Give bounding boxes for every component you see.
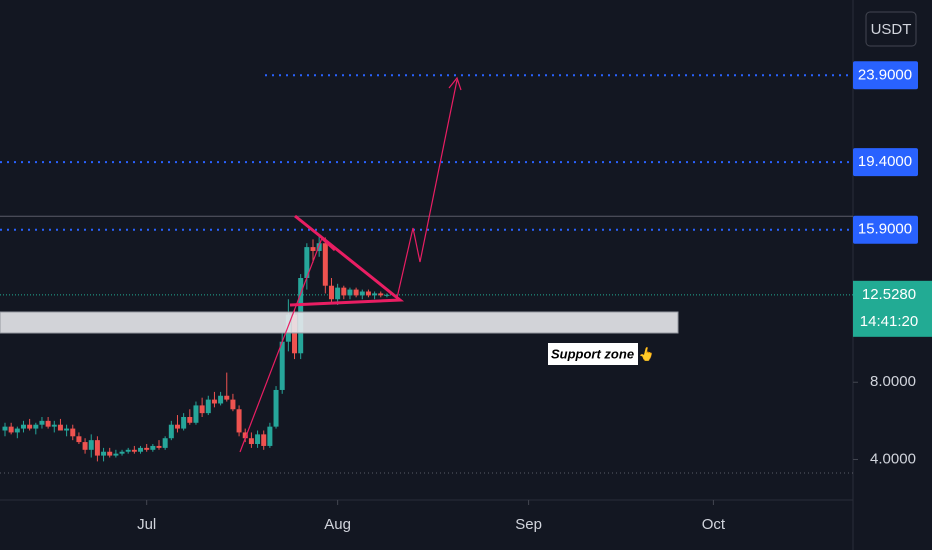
candle-body — [174, 424, 180, 429]
candle-body — [224, 395, 230, 400]
candle-body — [51, 424, 57, 427]
candle-body — [211, 399, 217, 404]
candle-body — [88, 440, 94, 450]
candle-body — [359, 291, 365, 296]
candle-body — [236, 409, 242, 433]
candle-body — [14, 428, 20, 433]
x-tick-label: Oct — [702, 516, 726, 533]
candle-body — [384, 294, 390, 296]
candle-body — [347, 289, 353, 296]
level-label: 19.4000 — [858, 153, 912, 170]
trend-line — [239, 237, 323, 453]
candle-body — [248, 438, 254, 445]
y-tick-label: 4.0000 — [870, 450, 916, 467]
candle-body — [378, 293, 384, 296]
last-price-box — [853, 280, 932, 337]
candle-body — [353, 289, 359, 296]
annotation-box — [548, 343, 638, 365]
level-label: 23.9000 — [858, 66, 912, 83]
level-label-box — [853, 148, 918, 177]
candle-body — [119, 451, 125, 454]
pennant — [320, 236, 337, 252]
currency: USDT — [871, 21, 912, 38]
candle-body — [267, 426, 273, 446]
candle-body — [131, 449, 137, 452]
candle-body — [242, 432, 248, 439]
candle-body — [162, 438, 168, 448]
candle-body — [310, 247, 316, 251]
x-tick-label: Jul — [137, 516, 156, 533]
candle-body — [138, 447, 144, 452]
candle-body — [156, 445, 162, 448]
candle-body — [45, 420, 51, 427]
candle-body — [27, 424, 33, 429]
candle-body — [39, 420, 45, 425]
x-tick-label: Sep — [515, 516, 542, 533]
arrow-head — [448, 76, 462, 91]
candle-body — [328, 285, 334, 300]
candle-body — [218, 395, 224, 404]
projection-arrow — [396, 79, 458, 299]
candle-body — [322, 243, 328, 286]
candle-body — [150, 445, 156, 450]
candle-body — [316, 243, 322, 251]
candle-body — [107, 451, 113, 456]
candle-body — [33, 424, 39, 429]
candle-body — [230, 399, 236, 410]
candle-body — [181, 416, 187, 429]
candle-body — [76, 436, 82, 443]
x-tick-label: Aug — [324, 516, 351, 533]
candle-body — [57, 424, 63, 431]
candle-body — [193, 405, 199, 423]
countdown: 14:41:20 — [860, 313, 918, 330]
candle-body — [113, 453, 119, 456]
candle-body — [2, 426, 8, 431]
candle-body — [94, 440, 100, 456]
candle-body — [199, 405, 205, 414]
candle-body — [279, 341, 285, 390]
candle-body — [82, 442, 88, 450]
candle-body — [125, 449, 131, 452]
currency-box — [865, 11, 917, 47]
candle-body — [168, 424, 174, 439]
level-label-box — [853, 61, 918, 90]
candle-body — [101, 451, 107, 456]
candle-body — [205, 399, 211, 414]
level-label: 15.9000 — [858, 221, 912, 238]
candle-body — [20, 424, 26, 429]
candle-body — [144, 447, 150, 450]
candle-body — [365, 291, 371, 296]
candle-body — [64, 428, 70, 431]
candle-body — [255, 434, 261, 445]
candle-body — [304, 247, 310, 278]
candle-body — [292, 314, 298, 354]
candle-body — [335, 287, 341, 300]
candle-body — [261, 434, 267, 446]
candle-body — [8, 426, 14, 433]
candle-body — [70, 428, 76, 437]
annotation: Support zone 👆 — [551, 346, 655, 361]
y-tick-label: 8.0000 — [870, 373, 916, 390]
last-price-label: 12.5280 — [862, 286, 916, 303]
candle-body — [187, 416, 193, 423]
candle-body — [372, 293, 378, 296]
candle-body — [341, 287, 347, 296]
support-zone — [0, 311, 679, 334]
level-label-box — [853, 215, 918, 244]
candle-body — [273, 389, 279, 427]
